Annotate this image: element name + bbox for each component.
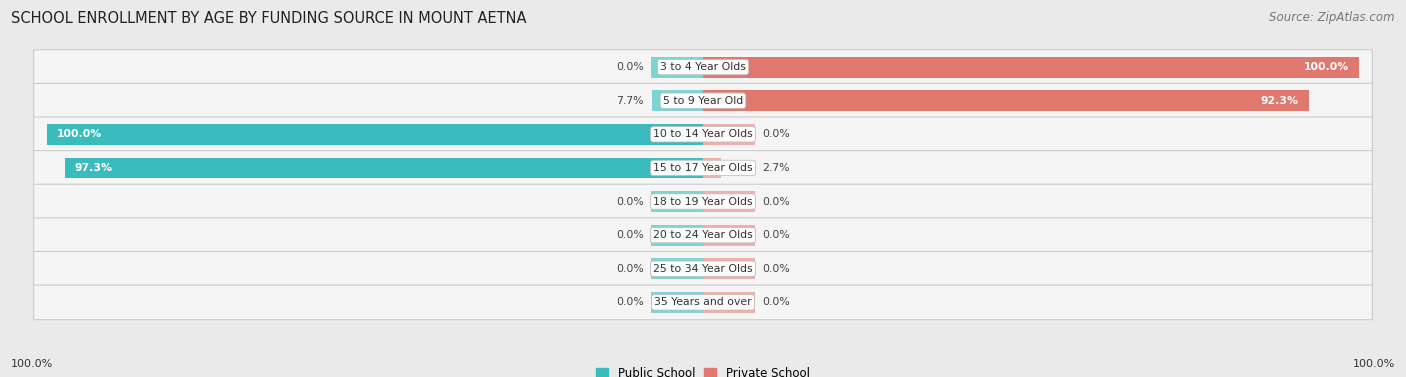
Text: 7.7%: 7.7% [616,96,644,106]
Text: 15 to 17 Year Olds: 15 to 17 Year Olds [654,163,752,173]
Text: 5 to 9 Year Old: 5 to 9 Year Old [662,96,744,106]
Bar [65,158,703,178]
Text: Source: ZipAtlas.com: Source: ZipAtlas.com [1270,11,1395,24]
Bar [703,191,755,212]
FancyBboxPatch shape [34,117,1372,152]
Bar [651,258,703,279]
Bar [703,225,755,245]
Text: 10 to 14 Year Olds: 10 to 14 Year Olds [654,129,752,139]
Text: 0.0%: 0.0% [616,264,644,274]
Bar [651,292,703,313]
Bar [651,225,703,245]
Text: 3 to 4 Year Olds: 3 to 4 Year Olds [659,62,747,72]
Bar [703,57,1360,78]
Text: 0.0%: 0.0% [762,297,790,307]
Text: 0.0%: 0.0% [616,297,644,307]
FancyBboxPatch shape [34,151,1372,185]
Bar [703,90,1309,111]
Text: 100.0%: 100.0% [1303,62,1350,72]
Text: 0.0%: 0.0% [762,264,790,274]
Bar [703,292,755,313]
Text: 0.0%: 0.0% [762,230,790,240]
Text: 35 Years and over: 35 Years and over [654,297,752,307]
Text: 100.0%: 100.0% [56,129,103,139]
Text: 97.3%: 97.3% [75,163,112,173]
Text: 25 to 34 Year Olds: 25 to 34 Year Olds [654,264,752,274]
Text: 100.0%: 100.0% [1353,359,1395,369]
Bar [46,124,703,145]
FancyBboxPatch shape [34,285,1372,320]
Bar [703,124,755,145]
Legend: Public School, Private School: Public School, Private School [596,367,810,377]
Bar [652,90,703,111]
Text: 100.0%: 100.0% [11,359,53,369]
Text: 0.0%: 0.0% [616,62,644,72]
FancyBboxPatch shape [34,251,1372,286]
Text: 18 to 19 Year Olds: 18 to 19 Year Olds [654,196,752,207]
Bar [651,57,703,78]
Bar [703,258,755,279]
Text: 0.0%: 0.0% [762,129,790,139]
FancyBboxPatch shape [34,218,1372,253]
FancyBboxPatch shape [34,184,1372,219]
Text: 0.0%: 0.0% [616,196,644,207]
Text: SCHOOL ENROLLMENT BY AGE BY FUNDING SOURCE IN MOUNT AETNA: SCHOOL ENROLLMENT BY AGE BY FUNDING SOUR… [11,11,527,26]
Text: 92.3%: 92.3% [1261,96,1299,106]
Bar [651,191,703,212]
FancyBboxPatch shape [34,50,1372,84]
Text: 0.0%: 0.0% [762,196,790,207]
FancyBboxPatch shape [34,83,1372,118]
Text: 0.0%: 0.0% [616,230,644,240]
Text: 20 to 24 Year Olds: 20 to 24 Year Olds [654,230,752,240]
Bar [703,158,721,178]
Text: 2.7%: 2.7% [762,163,790,173]
